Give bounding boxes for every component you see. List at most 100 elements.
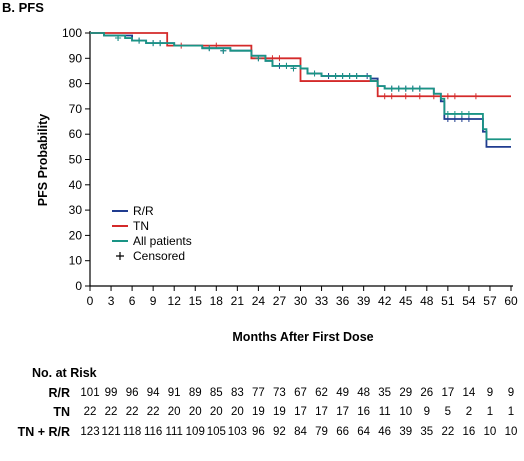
- risk-cell: 46: [378, 426, 392, 438]
- censor-mark: [346, 73, 353, 80]
- legend-label: TN: [133, 219, 149, 233]
- risk-cell: 2: [465, 406, 473, 418]
- x-tick-label: 3: [108, 294, 115, 308]
- risk-cell: 17: [336, 406, 349, 418]
- panel-label: B. PFS: [2, 0, 44, 15]
- risk-table: No. at Risk R/R 101 99 96 94 91 89 85 83 77 73 67 62…: [0, 364, 524, 461]
- risk-cell: 20: [209, 406, 223, 418]
- risk-cell: 19: [273, 406, 286, 418]
- legend-label: R/R: [133, 204, 154, 218]
- x-tick-label: 6: [129, 294, 136, 308]
- x-tick-label: 48: [420, 294, 434, 308]
- censor-mark: [465, 110, 472, 117]
- censor-mark: [451, 116, 458, 123]
- risk-cell: 26: [420, 387, 434, 399]
- y-tick-label: 0: [75, 279, 82, 293]
- x-tick-label: 9: [150, 294, 157, 308]
- censor-mark: [290, 65, 297, 72]
- x-tick-label: 27: [273, 294, 287, 308]
- risk-cell: 35: [420, 426, 434, 438]
- risk-cell: 39: [399, 426, 413, 438]
- censor-mark: [444, 110, 451, 117]
- censor-mark: [388, 93, 395, 100]
- censor-mark: [451, 110, 458, 117]
- risk-cell: 66: [336, 426, 349, 438]
- series-r-r: [90, 32, 511, 148]
- risk-cell: 16: [357, 406, 371, 418]
- y-tick-label: 90: [69, 51, 83, 65]
- censor-mark: [311, 70, 318, 77]
- censor-mark: [465, 116, 472, 123]
- risk-cell: 67: [294, 387, 307, 399]
- y-tick-label: 20: [69, 228, 83, 242]
- y-tick-label: 70: [69, 102, 83, 116]
- censor-mark: [283, 62, 290, 69]
- risk-cell: 17: [315, 406, 328, 418]
- risk-cell: 22: [125, 406, 139, 418]
- censor-mark: [458, 116, 465, 123]
- y-axis-label: PFS Probability: [36, 114, 50, 206]
- risk-cell: 83: [230, 387, 244, 399]
- censor-mark: [136, 37, 143, 44]
- risk-cell: 89: [188, 387, 202, 399]
- x-tick-label: 24: [252, 294, 266, 308]
- risk-cell: 1: [507, 406, 515, 418]
- risk-cell: 116: [143, 426, 163, 438]
- risk-row-label: TN + R/R: [17, 425, 70, 439]
- risk-cell: 64: [357, 426, 371, 438]
- x-tick-label: 39: [357, 294, 371, 308]
- risk-cell: 9: [507, 387, 515, 399]
- risk-cell: 105: [206, 426, 226, 438]
- censor-mark: [339, 73, 346, 80]
- censor-mark: [388, 85, 395, 92]
- censor-mark: [220, 47, 227, 54]
- y-tick-label: 40: [69, 178, 83, 192]
- risk-cell: 17: [294, 406, 307, 418]
- censor-mark: [402, 93, 409, 100]
- risk-cell: 91: [167, 387, 181, 399]
- y-tick-label: 80: [69, 77, 83, 91]
- risk-cell: 99: [104, 387, 118, 399]
- series-tn: [90, 32, 511, 100]
- risk-cell: 29: [399, 387, 413, 399]
- censor-mark: [472, 93, 479, 100]
- y-tick-label: 30: [69, 203, 83, 217]
- censor-mark: [157, 40, 164, 47]
- legend-label: All patients: [133, 234, 192, 248]
- risk-cell: 123: [80, 426, 100, 438]
- y-tick-label: 50: [69, 153, 83, 167]
- risk-cell: 9: [423, 406, 430, 418]
- risk-cell: 10: [504, 426, 518, 438]
- x-tick-label: 18: [210, 294, 224, 308]
- series-all-patients: [90, 32, 511, 141]
- risk-cell: 16: [462, 426, 476, 438]
- risk-cell: 22: [146, 406, 160, 418]
- x-tick-label: 0: [87, 294, 94, 308]
- risk-cell: 118: [122, 426, 142, 438]
- risk-cell: 48: [357, 387, 371, 399]
- censor-mark: [395, 85, 402, 92]
- risk-cell: 77: [251, 387, 265, 399]
- risk-cell: 11: [378, 406, 391, 418]
- y-tick-label: 60: [69, 127, 83, 141]
- series-layer: [90, 32, 511, 148]
- legend-censor-symbol: [116, 252, 124, 260]
- censor-mark: [332, 73, 339, 80]
- km-curve: [90, 32, 511, 98]
- risk-cell: 92: [273, 426, 286, 438]
- x-tick-label: 54: [462, 294, 476, 308]
- risk-cell: 94: [146, 387, 160, 399]
- x-tick-label: 15: [189, 294, 203, 308]
- y-tick-label: 10: [69, 254, 83, 268]
- censor-mark: [444, 116, 451, 123]
- censor-mark: [206, 45, 213, 52]
- censor-mark: [381, 93, 388, 100]
- censor-mark: [451, 93, 458, 100]
- x-tick-label: 36: [336, 294, 350, 308]
- x-tick-label: 12: [168, 294, 182, 308]
- risk-cell: 20: [188, 406, 202, 418]
- risk-cell: 22: [83, 406, 97, 418]
- risk-cell: 73: [273, 387, 286, 399]
- km-curve: [90, 32, 511, 141]
